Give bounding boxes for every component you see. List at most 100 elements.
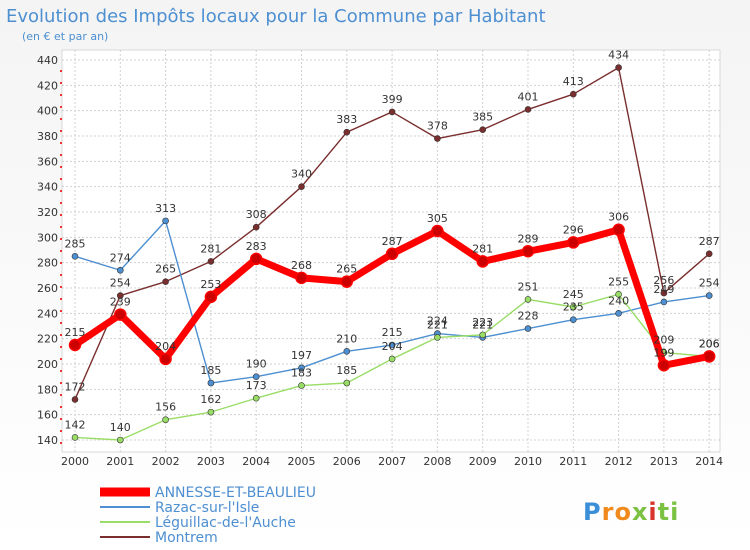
grid — [62, 50, 720, 452]
axis-tick-mark — [60, 406, 62, 408]
x-tick-label: 2002 — [152, 455, 180, 468]
axis-tick-mark — [60, 430, 62, 432]
x-tick-label: 2004 — [242, 455, 270, 468]
x-tick-label: 2003 — [197, 455, 225, 468]
data-label: 306 — [608, 211, 629, 224]
data-point — [162, 217, 169, 225]
y-tick-label: 300 — [37, 231, 58, 244]
data-label: 401 — [518, 90, 539, 103]
axes: 140 160 180 200 220 240 260 280 300 320 340 360 380 4… — [37, 54, 723, 468]
data-label: 274 — [110, 251, 131, 264]
data-point — [524, 296, 532, 303]
data-label: 224 — [427, 315, 448, 328]
axis-tick-mark — [60, 226, 62, 228]
data-point — [343, 128, 351, 136]
axis-tick-mark — [60, 322, 62, 324]
data-label: 245 — [563, 288, 584, 301]
axis-tick-mark — [60, 346, 62, 348]
data-point — [343, 348, 351, 355]
data-point — [207, 258, 215, 265]
legend-label: Razac-sur-l'Isle — [155, 500, 259, 516]
data-point — [298, 382, 305, 389]
data-label: 223 — [472, 316, 493, 329]
y-tick-label: 320 — [37, 206, 58, 219]
data-point — [159, 352, 172, 366]
data-label: 385 — [472, 111, 493, 124]
data-point — [298, 364, 305, 372]
labels-layer: 172 254 265 281 308 340 383 399 378 385 401 413 434 2… — [65, 49, 720, 434]
data-label: 173 — [246, 379, 267, 392]
data-label: 256 — [653, 274, 674, 287]
data-point — [434, 135, 441, 142]
data-label: 413 — [563, 75, 584, 88]
data-label: 289 — [518, 232, 539, 245]
data-point — [252, 373, 260, 380]
data-point — [705, 250, 713, 258]
data-label: 253 — [200, 278, 221, 291]
y-tick-label: 380 — [37, 130, 58, 143]
axis-tick-mark — [60, 418, 62, 420]
axis-tick-mark — [60, 274, 62, 276]
data-label: 283 — [246, 240, 267, 253]
x-tick-label: 2011 — [559, 455, 587, 468]
data-point — [71, 253, 79, 260]
data-point — [340, 275, 354, 288]
data-point — [431, 224, 444, 238]
data-point — [385, 247, 399, 261]
axis-tick-mark — [60, 94, 62, 96]
data-point — [615, 64, 622, 71]
x-tick-label: 2006 — [333, 455, 361, 468]
data-point — [388, 341, 396, 349]
data-label: 383 — [336, 113, 357, 126]
data-label: 190 — [246, 358, 267, 371]
chart-title: Evolution des Impôts locaux pour la Comm… — [6, 6, 546, 27]
x-tick-label: 2007 — [378, 455, 406, 468]
axis-tick-mark — [60, 286, 62, 288]
axis-tick-mark — [60, 118, 62, 120]
y-tick-label: 220 — [37, 333, 58, 346]
axis-tick-mark — [60, 358, 62, 360]
axis-tick-mark — [60, 178, 62, 180]
data-point — [298, 183, 305, 190]
y-tick-label: 180 — [37, 383, 58, 396]
y-tick-label: 160 — [37, 409, 58, 422]
data-point — [207, 408, 215, 416]
y-tick-label: 200 — [37, 358, 58, 371]
data-label: 197 — [291, 349, 312, 362]
y-tick-label: 400 — [37, 105, 58, 118]
data-label: 199 — [653, 346, 674, 359]
data-label: 255 — [608, 275, 629, 288]
y-tick-label: 420 — [37, 79, 58, 92]
data-point — [567, 236, 580, 249]
axis-tick-mark — [60, 154, 62, 156]
data-point — [705, 292, 713, 299]
x-tick-label: 2014 — [695, 455, 723, 468]
legend-label: Montrem — [155, 530, 218, 546]
data-label: 204 — [382, 340, 403, 353]
y-tick-label: 360 — [37, 155, 58, 168]
axis-tick-mark — [60, 82, 62, 84]
data-label: 215 — [382, 326, 403, 339]
chart-subtitle: (en € et par an) — [22, 30, 108, 43]
y-tick-label: 140 — [37, 434, 58, 447]
data-label: 156 — [155, 401, 176, 414]
data-label: 140 — [110, 421, 131, 434]
axis-tick-mark — [60, 334, 62, 336]
data-label: 221 — [472, 318, 493, 331]
data-point — [117, 292, 124, 299]
x-tick-label: 2008 — [423, 455, 451, 468]
data-point — [476, 255, 489, 268]
data-point — [68, 338, 82, 352]
data-label: 228 — [518, 310, 539, 323]
axis-tick-mark — [60, 442, 62, 444]
data-label: 287 — [382, 235, 403, 248]
data-label: 254 — [110, 277, 131, 290]
axis-tick-mark — [60, 310, 62, 312]
data-point — [343, 379, 351, 387]
axis-tick-mark — [60, 70, 62, 72]
data-point — [569, 303, 577, 311]
axis-tick-mark — [60, 250, 62, 252]
data-label: 162 — [200, 393, 221, 406]
data-label: 204 — [155, 340, 176, 353]
